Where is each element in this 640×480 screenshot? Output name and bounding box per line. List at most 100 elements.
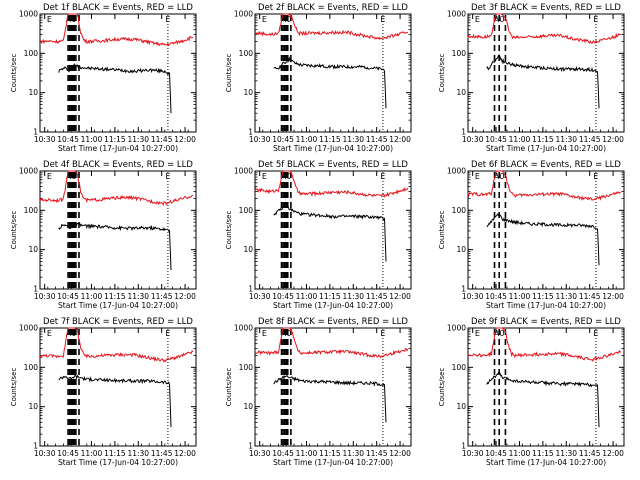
- event-marker-e: E: [165, 15, 170, 24]
- plot-frame: [39, 13, 197, 133]
- x-tick-label: 12:00: [389, 135, 411, 144]
- plot-frame: [467, 327, 625, 447]
- x-tick-label: 11:00: [509, 292, 531, 301]
- y-tick-label: 100: [24, 206, 39, 215]
- y-tick-label: 100: [452, 49, 467, 58]
- chart-panel-3: Det 3f BLACK = Events, RED = LLD 1 10 100 10…: [438, 3, 625, 153]
- x-axis-label: Start Time (17-Jun-04 10:27:00): [58, 144, 178, 153]
- x-tick-label: 11:30: [127, 135, 149, 144]
- x-tick-label: 11:00: [81, 292, 103, 301]
- series-line-events: [486, 54, 600, 109]
- event-marker-e: E: [593, 172, 598, 181]
- x-tick-label: 12:00: [389, 292, 411, 301]
- plot-frame: [467, 170, 625, 290]
- x-tick-label: 10:30: [249, 135, 271, 144]
- x-tick-label: 11:00: [296, 135, 318, 144]
- chart-panel-1: Det 1f BLACK = Events, RED = LLD 1 10 100 10…: [10, 3, 197, 153]
- chart-panel-5: Det 5f BLACK = Events, RED = LLD 1 10 100 10…: [225, 160, 412, 310]
- y-tick-label: 10: [243, 88, 253, 97]
- y-tick-label: 1: [248, 285, 253, 294]
- y-axis-label: Counts/sec: [10, 54, 18, 93]
- chart-panel-7: Det 7f BLACK = Events, RED = LLD 1 10 100 10…: [10, 317, 197, 467]
- event-marker-e: E: [475, 329, 480, 338]
- x-tick-label: 10:30: [249, 449, 271, 458]
- x-tick-label: 12:00: [602, 449, 624, 458]
- x-tick-label: 10:45: [57, 292, 79, 301]
- x-axis-label: Start Time (17-Jun-04 10:27:00): [273, 144, 393, 153]
- chart-title: Det 5f BLACK = Events, RED = LLD: [258, 160, 408, 170]
- x-tick-label: 10:45: [57, 449, 79, 458]
- chart-title: Det 8f BLACK = Events, RED = LLD: [258, 317, 408, 327]
- x-axis-label: Start Time (17-Jun-04 10:27:00): [58, 301, 178, 310]
- event-marker-e: E: [165, 329, 170, 338]
- y-tick-label: 10: [28, 402, 38, 411]
- x-tick-label: 11:30: [127, 449, 149, 458]
- atten-marker-a0: A0: [281, 329, 292, 338]
- event-marker-e: E: [475, 172, 480, 181]
- x-tick-label: 11:30: [555, 135, 577, 144]
- series-line-events: [273, 202, 387, 262]
- series-line-events: [58, 222, 172, 271]
- y-axis-label: Counts/sec: [225, 368, 233, 407]
- y-tick-label: 1000: [234, 324, 253, 333]
- event-marker-e: E: [380, 329, 385, 338]
- event-marker-e: E: [47, 172, 52, 181]
- series-line-lld: [467, 327, 622, 362]
- series-line-lld: [254, 170, 409, 198]
- x-tick-label: 10:45: [485, 292, 507, 301]
- x-tick-label: 11:15: [532, 135, 554, 144]
- y-tick-label: 1: [461, 285, 466, 294]
- chart-panel-9: Det 9f BLACK = Events, RED = LLD 1 10 100 10…: [438, 317, 625, 467]
- x-tick-label: 11:15: [532, 449, 554, 458]
- x-tick-label: 11:00: [509, 135, 531, 144]
- x-tick-label: 11:30: [127, 292, 149, 301]
- y-tick-label: 1000: [447, 10, 466, 19]
- chart-title: Det 3f BLACK = Events, RED = LLD: [471, 3, 621, 13]
- y-tick-label: 10: [28, 245, 38, 254]
- series-line-events: [273, 374, 387, 423]
- y-tick-label: 1: [461, 128, 466, 137]
- y-tick-label: 1: [248, 442, 253, 451]
- x-tick-label: 11:45: [151, 135, 173, 144]
- x-tick-label: 11:00: [81, 135, 103, 144]
- series-line-lld: [467, 13, 621, 45]
- y-tick-label: 100: [452, 206, 467, 215]
- y-tick-label: 100: [239, 363, 254, 372]
- x-tick-label: 11:00: [509, 449, 531, 458]
- event-marker-e: E: [262, 172, 267, 181]
- x-tick-label: 11:45: [579, 135, 601, 144]
- y-tick-label: 1000: [234, 167, 253, 176]
- x-axis-label: Start Time (17-Jun-04 10:27:00): [486, 458, 606, 467]
- event-marker-e: E: [47, 329, 52, 338]
- x-tick-label: 12:00: [602, 292, 624, 301]
- y-axis-label: Counts/sec: [10, 368, 18, 407]
- y-tick-label: 10: [28, 88, 38, 97]
- atten-marker-a0: A0: [66, 172, 77, 181]
- x-tick-label: 10:30: [34, 449, 56, 458]
- event-marker-e: E: [593, 329, 598, 338]
- chart-panel-4: Det 4f BLACK = Events, RED = LLD 1 10 100 10…: [10, 160, 197, 310]
- x-axis-label: Start Time (17-Jun-04 10:27:00): [58, 458, 178, 467]
- atten-marker-a0: A0: [281, 15, 292, 24]
- y-tick-label: 100: [24, 49, 39, 58]
- event-marker-e: E: [475, 15, 480, 24]
- x-tick-label: 10:30: [462, 135, 484, 144]
- series-line-events: [58, 374, 172, 428]
- chart-panel-8: Det 8f BLACK = Events, RED = LLD 1 10 100 10…: [225, 317, 412, 467]
- x-tick-label: 11:45: [366, 292, 388, 301]
- y-axis-label: Counts/sec: [438, 368, 446, 407]
- chart-title: Det 1f BLACK = Events, RED = LLD: [43, 3, 193, 13]
- x-tick-label: 11:30: [342, 292, 364, 301]
- x-tick-label: 11:45: [366, 135, 388, 144]
- x-tick-label: 11:30: [555, 292, 577, 301]
- series-line-lld: [39, 13, 194, 47]
- plot-frame: [39, 170, 197, 290]
- series-line-lld: [467, 170, 622, 201]
- series-line-lld: [254, 13, 409, 41]
- y-tick-label: 1000: [19, 10, 38, 19]
- x-tick-label: 11:15: [104, 292, 126, 301]
- event-marker-e: E: [262, 329, 267, 338]
- chart-panel-2: Det 2f BLACK = Events, RED = LLD 1 10 100 10…: [225, 3, 412, 153]
- x-tick-label: 11:15: [104, 449, 126, 458]
- chart-panel-6: Det 6f BLACK = Events, RED = LLD 1 10 100 10…: [438, 160, 625, 310]
